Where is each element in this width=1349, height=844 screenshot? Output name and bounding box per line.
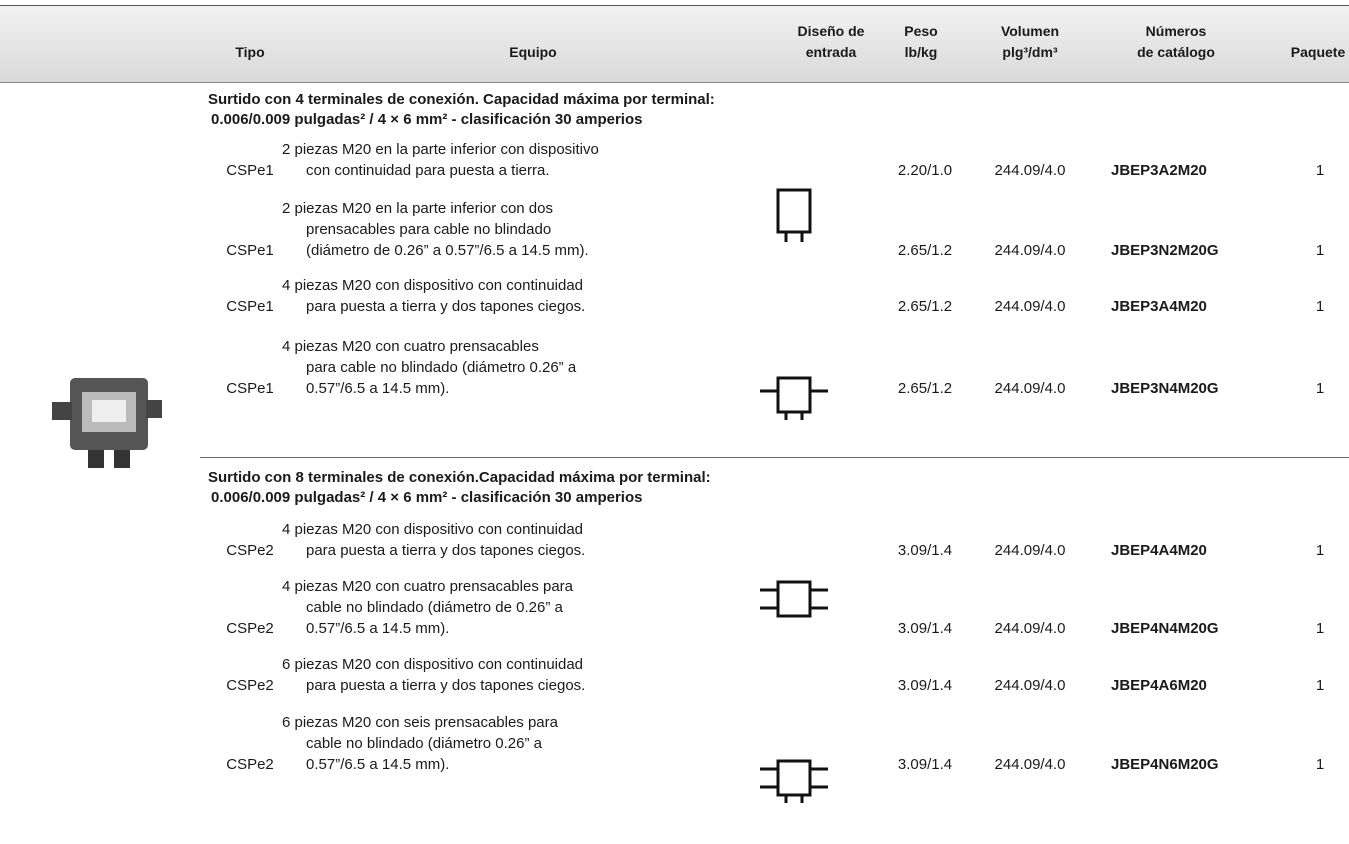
equipment-text: 4 piezas M20 con cuatro prensacables par… xyxy=(282,578,574,595)
entry-icon-double-side xyxy=(760,580,828,618)
weight: 2.65/1.2 xyxy=(897,380,953,397)
equipment-text: cable no blindado (diámetro de 0.26” a xyxy=(306,599,563,616)
equipment-text: (diámetro de 0.26” a 0.57”/6.5 a 14.5 mm… xyxy=(306,242,589,259)
column-header: Peso xyxy=(904,23,938,39)
section-title: Surtido con 8 terminales de conexión.Cap… xyxy=(208,469,711,486)
equipment-text: 4 piezas M20 con dispositivo con continu… xyxy=(282,521,584,538)
weight: 2.20/1.0 xyxy=(897,162,953,179)
equipment-text: 0.57”/6.5 a 14.5 mm). xyxy=(306,756,450,773)
entry-icon-double-side-bottom xyxy=(760,759,828,803)
equipment-text: para puesta a tierra y dos tapones ciego… xyxy=(306,677,586,694)
equipment-text: prensacables para cable no blindado xyxy=(306,221,552,238)
volume: 244.09/4.0 xyxy=(994,162,1066,179)
type: CSPe1 xyxy=(226,380,274,397)
package: 1 xyxy=(1315,380,1325,397)
column-header: Paquete xyxy=(1290,44,1346,60)
volume: 244.09/4.0 xyxy=(994,756,1066,773)
equipment-text: 6 piezas M20 con seis prensacables para xyxy=(282,714,558,731)
equipment-text: 2 piezas M20 en la parte inferior con di… xyxy=(282,141,599,158)
package: 1 xyxy=(1315,162,1325,179)
product-photo xyxy=(52,378,162,468)
weight: 2.65/1.2 xyxy=(897,242,953,259)
equipment-text: 4 piezas M20 con dispositivo con continu… xyxy=(282,277,584,294)
equipment-text: 4 piezas M20 con cuatro prensacables xyxy=(282,338,539,355)
catalog-number: JBEP4A4M20 xyxy=(1111,542,1207,559)
type: CSPe2 xyxy=(226,677,274,694)
catalog-number: JBEP3A4M20 xyxy=(1111,298,1207,315)
catalog-number: JBEP3N2M20G xyxy=(1111,242,1219,259)
type: CSPe2 xyxy=(226,542,274,559)
weight: 3.09/1.4 xyxy=(897,756,953,773)
section-title: 0.006/0.009 pulgadas² / 4 × 6 mm² - clas… xyxy=(211,111,643,128)
equipment-text: con continuidad para puesta a tierra. xyxy=(306,162,550,179)
entry-icon-side-bottom xyxy=(760,376,828,420)
volume: 244.09/4.0 xyxy=(994,380,1066,397)
catalog-number: JBEP3N4M20G xyxy=(1111,380,1219,397)
catalog-number: JBEP4N4M20G xyxy=(1111,620,1219,637)
package: 1 xyxy=(1315,756,1325,773)
weight: 2.65/1.2 xyxy=(897,298,953,315)
column-header: Equipo xyxy=(509,44,557,60)
column-header: de catálogo xyxy=(1137,44,1215,60)
volume: 244.09/4.0 xyxy=(994,620,1066,637)
equipment-text: 0.57”/6.5 a 14.5 mm). xyxy=(306,620,450,637)
type: CSPe1 xyxy=(226,242,274,259)
weight: 3.09/1.4 xyxy=(897,677,953,694)
catalog-number: JBEP3A2M20 xyxy=(1111,162,1207,179)
volume: 244.09/4.0 xyxy=(994,242,1066,259)
catalog-number: JBEP4N6M20G xyxy=(1111,756,1219,773)
equipment-text: para cable no blindado (diámetro 0.26” a xyxy=(306,359,577,376)
volume: 244.09/4.0 xyxy=(994,298,1066,315)
section-title: Surtido con 4 terminales de conexión. Ca… xyxy=(208,91,715,108)
package: 1 xyxy=(1315,298,1325,315)
package: 1 xyxy=(1315,620,1325,637)
type: CSPe2 xyxy=(226,756,274,773)
type: CSPe1 xyxy=(226,298,274,315)
equipment-text: cable no blindado (diámetro 0.26” a xyxy=(306,735,542,752)
volume: 244.09/4.0 xyxy=(994,542,1066,559)
weight: 3.09/1.4 xyxy=(897,620,953,637)
column-header: Volumen xyxy=(1000,23,1060,39)
equipment-text: para puesta a tierra y dos tapones ciego… xyxy=(306,298,586,315)
section-title: 0.006/0.009 pulgadas² / 4 × 6 mm² - clas… xyxy=(211,489,643,506)
equipment-text: 6 piezas M20 con dispositivo con continu… xyxy=(282,656,584,673)
section-divider xyxy=(200,457,1349,458)
weight: 3.09/1.4 xyxy=(897,542,953,559)
equipment-text: 2 piezas M20 en la parte inferior con do… xyxy=(282,200,553,217)
package: 1 xyxy=(1315,242,1325,259)
equipment-text: 0.57”/6.5 a 14.5 mm). xyxy=(306,380,450,397)
column-header: entrada xyxy=(805,44,857,60)
package: 1 xyxy=(1315,542,1325,559)
column-header: plg³/dm³ xyxy=(1002,44,1058,60)
column-header: Diseño de xyxy=(797,23,865,39)
entry-icon-bottom xyxy=(776,188,812,242)
column-header: lb/kg xyxy=(904,44,938,60)
equipment-text: para puesta a tierra y dos tapones ciego… xyxy=(306,542,586,559)
column-header: Tipo xyxy=(235,44,265,60)
header-band xyxy=(0,5,1349,83)
catalog-number: JBEP4A6M20 xyxy=(1111,677,1207,694)
type: CSPe2 xyxy=(226,620,274,637)
package: 1 xyxy=(1315,677,1325,694)
type: CSPe1 xyxy=(226,162,274,179)
column-header: Números xyxy=(1145,23,1207,39)
volume: 244.09/4.0 xyxy=(994,677,1066,694)
